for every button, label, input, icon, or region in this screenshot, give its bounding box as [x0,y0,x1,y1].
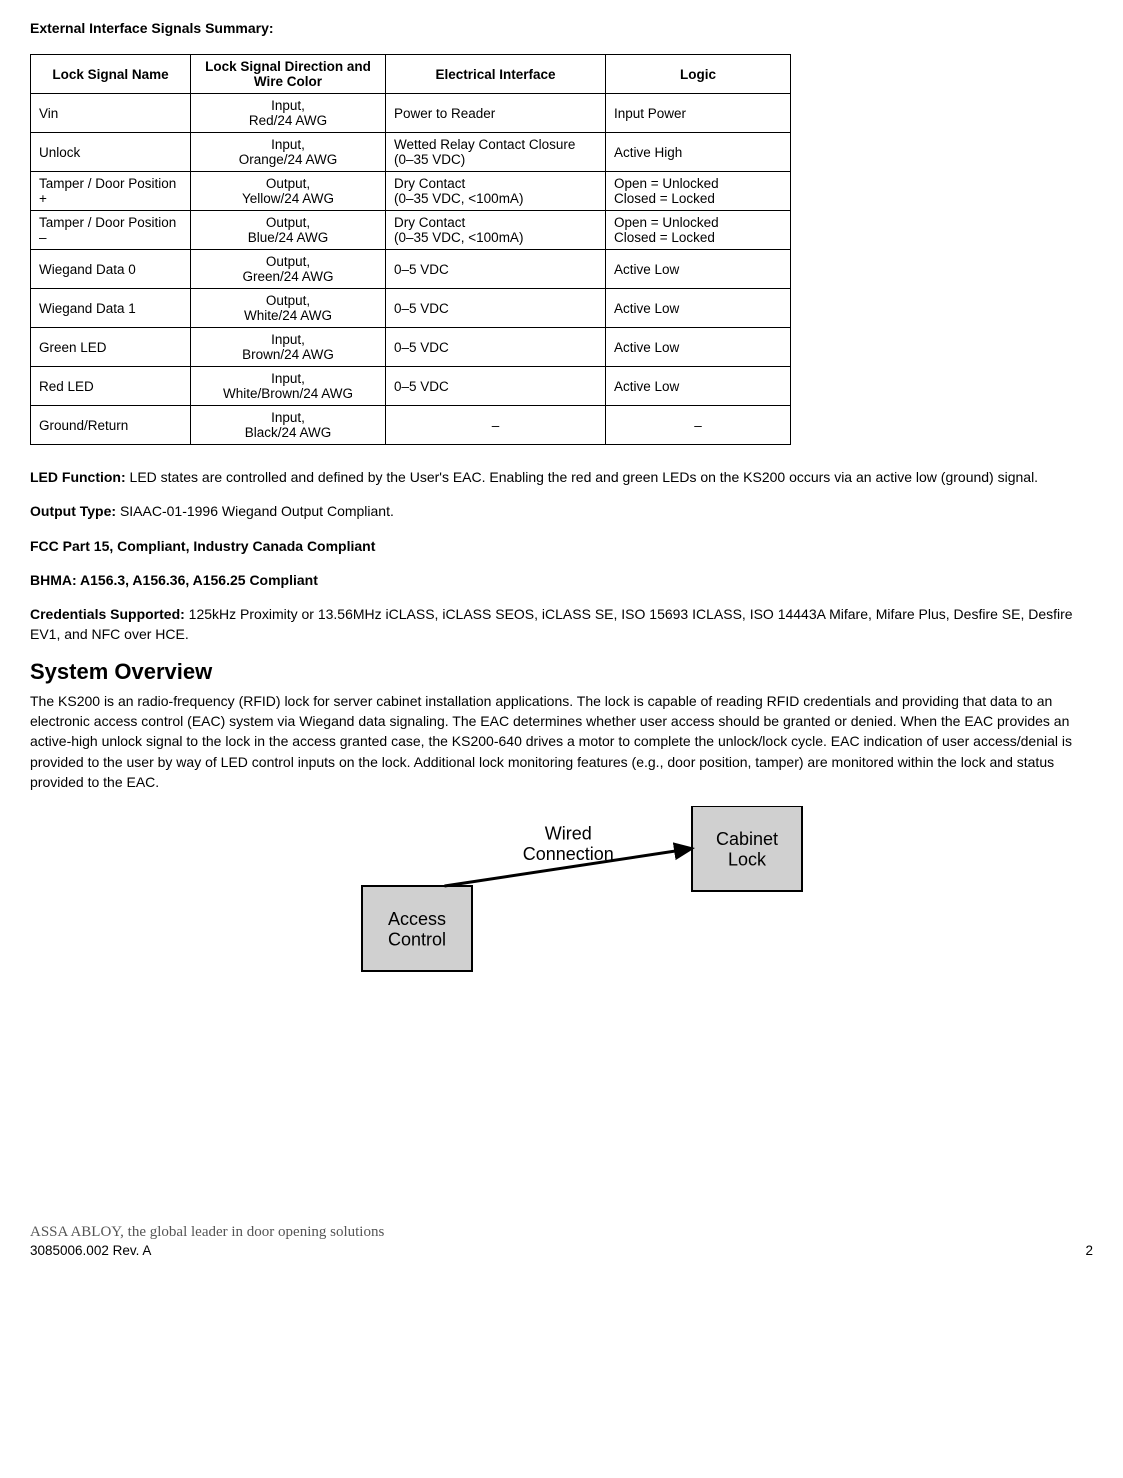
table-row: Wiegand Data 1Output,White/24 AWG0–5 VDC… [31,289,791,328]
footer-company: ASSA ABLOY, the global leader in door op… [30,1224,1093,1241]
table-cell: Output,Green/24 AWG [191,250,386,289]
table-row: Wiegand Data 0Output,Green/24 AWG0–5 VDC… [31,250,791,289]
page-footer: ASSA ABLOY, the global leader in door op… [30,1224,1093,1258]
table-cell: Active Low [606,367,791,406]
led-function-paragraph: LED Function: LED states are controlled … [30,467,1093,487]
table-cell: Power to Reader [386,94,606,133]
table-cell: Dry Contact(0–35 VDC, <100mA) [386,172,606,211]
svg-text:AccessControl: AccessControl [387,909,445,950]
th-name: Lock Signal Name [31,55,191,94]
table-cell: Unlock [31,133,191,172]
table-row: Tamper / Door Position +Output,Yellow/24… [31,172,791,211]
table-cell: Ground/Return [31,406,191,445]
system-diagram: AccessControlCabinetLockWiredConnection [302,806,822,996]
table-cell: Input,Orange/24 AWG [191,133,386,172]
th-electrical: Electrical Interface [386,55,606,94]
footer-doc: 3085006.002 Rev. A [30,1243,151,1258]
table-cell: Wiegand Data 0 [31,250,191,289]
table-cell: Open = UnlockedClosed = Locked [606,211,791,250]
table-cell: Green LED [31,328,191,367]
fcc-paragraph: FCC Part 15, Compliant, Industry Canada … [30,536,1093,556]
table-cell: – [606,406,791,445]
bhma-paragraph: BHMA: A156.3, A156.36, A156.25 Compliant [30,570,1093,590]
system-overview-heading: System Overview [30,659,1093,685]
led-function-label: LED Function: [30,469,126,485]
credentials-text: 125kHz Proximity or 13.56MHz iCLASS, iCL… [30,606,1073,642]
output-type-label: Output Type: [30,503,116,519]
table-cell: Input Power [606,94,791,133]
table-cell: Tamper / Door Position – [31,211,191,250]
system-overview-text: The KS200 is an radio-frequency (RFID) l… [30,691,1093,792]
section-title: External Interface Signals Summary: [30,20,1093,36]
table-cell: Red LED [31,367,191,406]
table-cell: Tamper / Door Position + [31,172,191,211]
table-cell: 0–5 VDC [386,367,606,406]
table-cell: Output,White/24 AWG [191,289,386,328]
table-cell: Vin [31,94,191,133]
table-cell: 0–5 VDC [386,289,606,328]
table-cell: Active Low [606,289,791,328]
table-cell: Dry Contact(0–35 VDC, <100mA) [386,211,606,250]
table-cell: Wiegand Data 1 [31,289,191,328]
table-row: Green LEDInput,Brown/24 AWG0–5 VDCActive… [31,328,791,367]
led-function-text: LED states are controlled and defined by… [126,469,1038,485]
table-row: Ground/ReturnInput,Black/24 AWG–– [31,406,791,445]
table-cell: 0–5 VDC [386,328,606,367]
signals-table: Lock Signal Name Lock Signal Direction a… [30,54,791,445]
table-cell: Active Low [606,250,791,289]
table-row: VinInput,Red/24 AWGPower to ReaderInput … [31,94,791,133]
output-type-paragraph: Output Type: SIAAC-01-1996 Wiegand Outpu… [30,501,1093,521]
table-header-row: Lock Signal Name Lock Signal Direction a… [31,55,791,94]
table-cell: Input,Brown/24 AWG [191,328,386,367]
table-cell: Wetted Relay Contact Closure(0–35 VDC) [386,133,606,172]
table-cell: – [386,406,606,445]
table-cell: Input,Black/24 AWG [191,406,386,445]
table-cell: Active High [606,133,791,172]
table-row: Tamper / Door Position –Output,Blue/24 A… [31,211,791,250]
th-logic: Logic [606,55,791,94]
table-cell: Active Low [606,328,791,367]
table-cell: 0–5 VDC [386,250,606,289]
footer-page: 2 [1085,1243,1093,1258]
table-cell: Open = UnlockedClosed = Locked [606,172,791,211]
table-row: UnlockInput,Orange/24 AWGWetted Relay Co… [31,133,791,172]
table-row: Red LEDInput,White/Brown/24 AWG0–5 VDCAc… [31,367,791,406]
output-type-text: SIAAC-01-1996 Wiegand Output Compliant. [116,503,394,519]
table-cell: Output,Blue/24 AWG [191,211,386,250]
svg-text:WiredConnection: WiredConnection [522,824,613,865]
table-cell: Output,Yellow/24 AWG [191,172,386,211]
table-cell: Input,Red/24 AWG [191,94,386,133]
th-direction: Lock Signal Direction and Wire Color [191,55,386,94]
credentials-paragraph: Credentials Supported: 125kHz Proximity … [30,604,1093,645]
table-cell: Input,White/Brown/24 AWG [191,367,386,406]
credentials-label: Credentials Supported: [30,606,185,622]
